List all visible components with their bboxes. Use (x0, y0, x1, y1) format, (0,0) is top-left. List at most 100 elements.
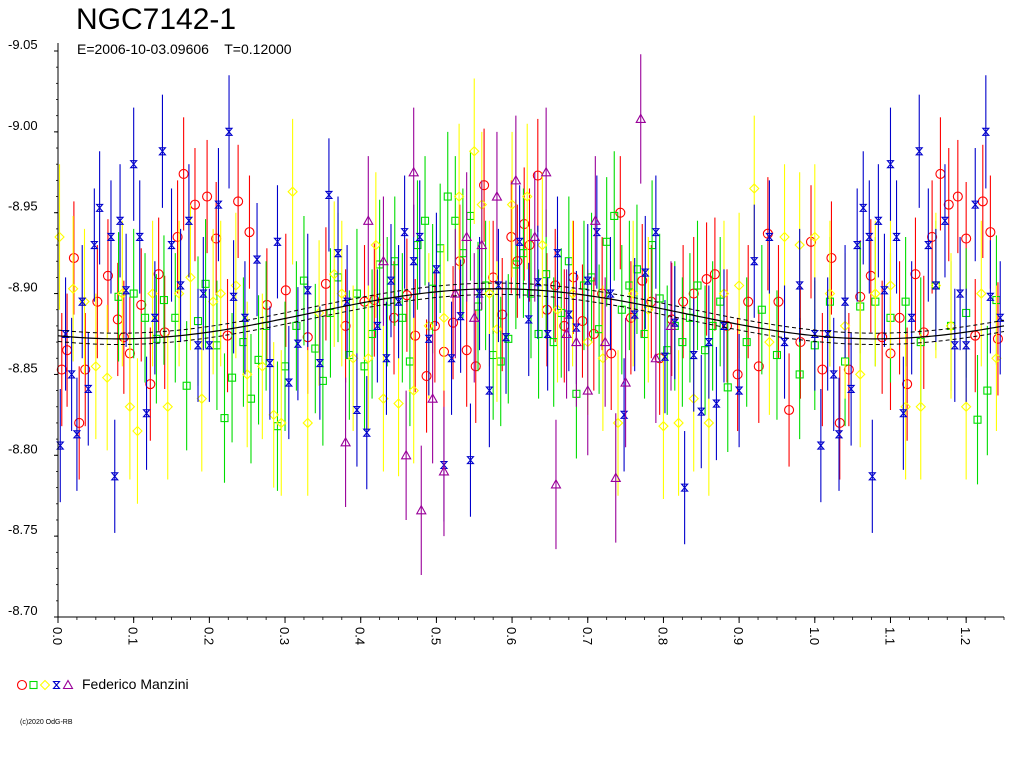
data-point (773, 296, 784, 307)
data-point (985, 227, 996, 238)
axes-group: -9.05 -9.00 -8.95 -8.90 -8.85 -8.80 -8.75 -8.70… (8, 37, 1005, 645)
data-point (135, 232, 144, 242)
data-point (145, 379, 156, 390)
data-point (701, 273, 712, 285)
data-point (488, 272, 499, 283)
chart-title: NGC7142-1 (76, 3, 237, 36)
data-point (124, 401, 136, 413)
data-point (466, 456, 475, 465)
data-point (80, 364, 91, 375)
data-point (583, 276, 592, 285)
series-triangle (340, 54, 677, 575)
data-point (377, 255, 389, 266)
data-point (110, 472, 119, 481)
data-point (333, 249, 343, 258)
data-point (228, 373, 237, 382)
data-point (199, 289, 208, 298)
data-point (491, 190, 503, 201)
data-point (121, 286, 131, 295)
data-point (986, 292, 995, 301)
data-point (468, 145, 480, 157)
legend-triangle-icon (62, 679, 74, 690)
data-point (336, 288, 348, 299)
data-point (394, 297, 403, 306)
data-point (362, 428, 371, 437)
data-point (901, 297, 910, 306)
chart-subtitle: E=2006-10-03.09606 T=0.12000 (77, 41, 292, 57)
data-point (877, 332, 888, 343)
legend-observer-name: Federico Manzini (82, 676, 189, 692)
data-point (129, 289, 138, 298)
data-point (534, 329, 543, 339)
x-tick-label: 0.2 (201, 627, 216, 645)
data-point (497, 309, 508, 320)
data-point (257, 361, 268, 372)
data-point (140, 313, 150, 322)
data-point (886, 160, 895, 169)
data-point (479, 180, 490, 191)
data-point (641, 268, 650, 277)
data-point (743, 296, 754, 307)
x-tick-label: 0.9 (731, 627, 746, 645)
data-point (824, 288, 836, 299)
data-point (795, 370, 804, 379)
data-point (302, 417, 314, 429)
data-point (95, 203, 104, 212)
data-point (101, 372, 113, 383)
data-point (475, 289, 484, 298)
data-point (960, 401, 972, 413)
data-point (992, 333, 1003, 344)
data-point (328, 268, 340, 280)
data-point (56, 364, 67, 375)
data-point (386, 276, 396, 285)
data-point (880, 286, 889, 295)
data-point (983, 386, 992, 395)
y-tick-label: -8.95 (8, 199, 38, 214)
data-point (159, 295, 169, 305)
data-point (610, 472, 622, 482)
data-point (570, 336, 582, 347)
x-tick-label: 0.7 (580, 627, 595, 645)
x-tick-label: 0.4 (353, 627, 368, 645)
data-point (971, 200, 980, 209)
data-point (809, 231, 821, 243)
data-point (510, 174, 522, 185)
x-tick-label: 1.1 (882, 627, 897, 645)
data-point (660, 352, 670, 361)
data-point (56, 441, 65, 450)
data-point (74, 417, 85, 428)
data-point (981, 127, 991, 136)
data-point (976, 288, 987, 299)
data-point (834, 430, 844, 439)
data-point (678, 338, 687, 347)
data-point (650, 352, 662, 363)
data-point (550, 478, 562, 489)
data-point (823, 329, 832, 339)
data-point (924, 241, 933, 250)
data-point (54, 231, 65, 243)
data-point (680, 483, 689, 492)
data-point (90, 361, 102, 372)
data-point (362, 215, 374, 225)
data-point (410, 330, 421, 341)
data-point (910, 269, 921, 280)
data-point (894, 312, 905, 323)
data-point (176, 281, 185, 290)
data-point (241, 369, 253, 380)
data-point (859, 203, 868, 212)
legend-square-icon (29, 680, 38, 690)
data-point (868, 472, 877, 481)
data-point (214, 200, 223, 209)
data-point (854, 369, 866, 380)
data-point (429, 320, 440, 331)
data-point (834, 417, 845, 428)
data-point (678, 296, 689, 307)
data-point (501, 333, 511, 342)
data-point (892, 232, 901, 242)
data-point (292, 321, 301, 330)
legend-diamond-icon (39, 679, 51, 691)
data-point (303, 286, 312, 295)
data-point (521, 191, 533, 202)
data-point (784, 404, 795, 416)
